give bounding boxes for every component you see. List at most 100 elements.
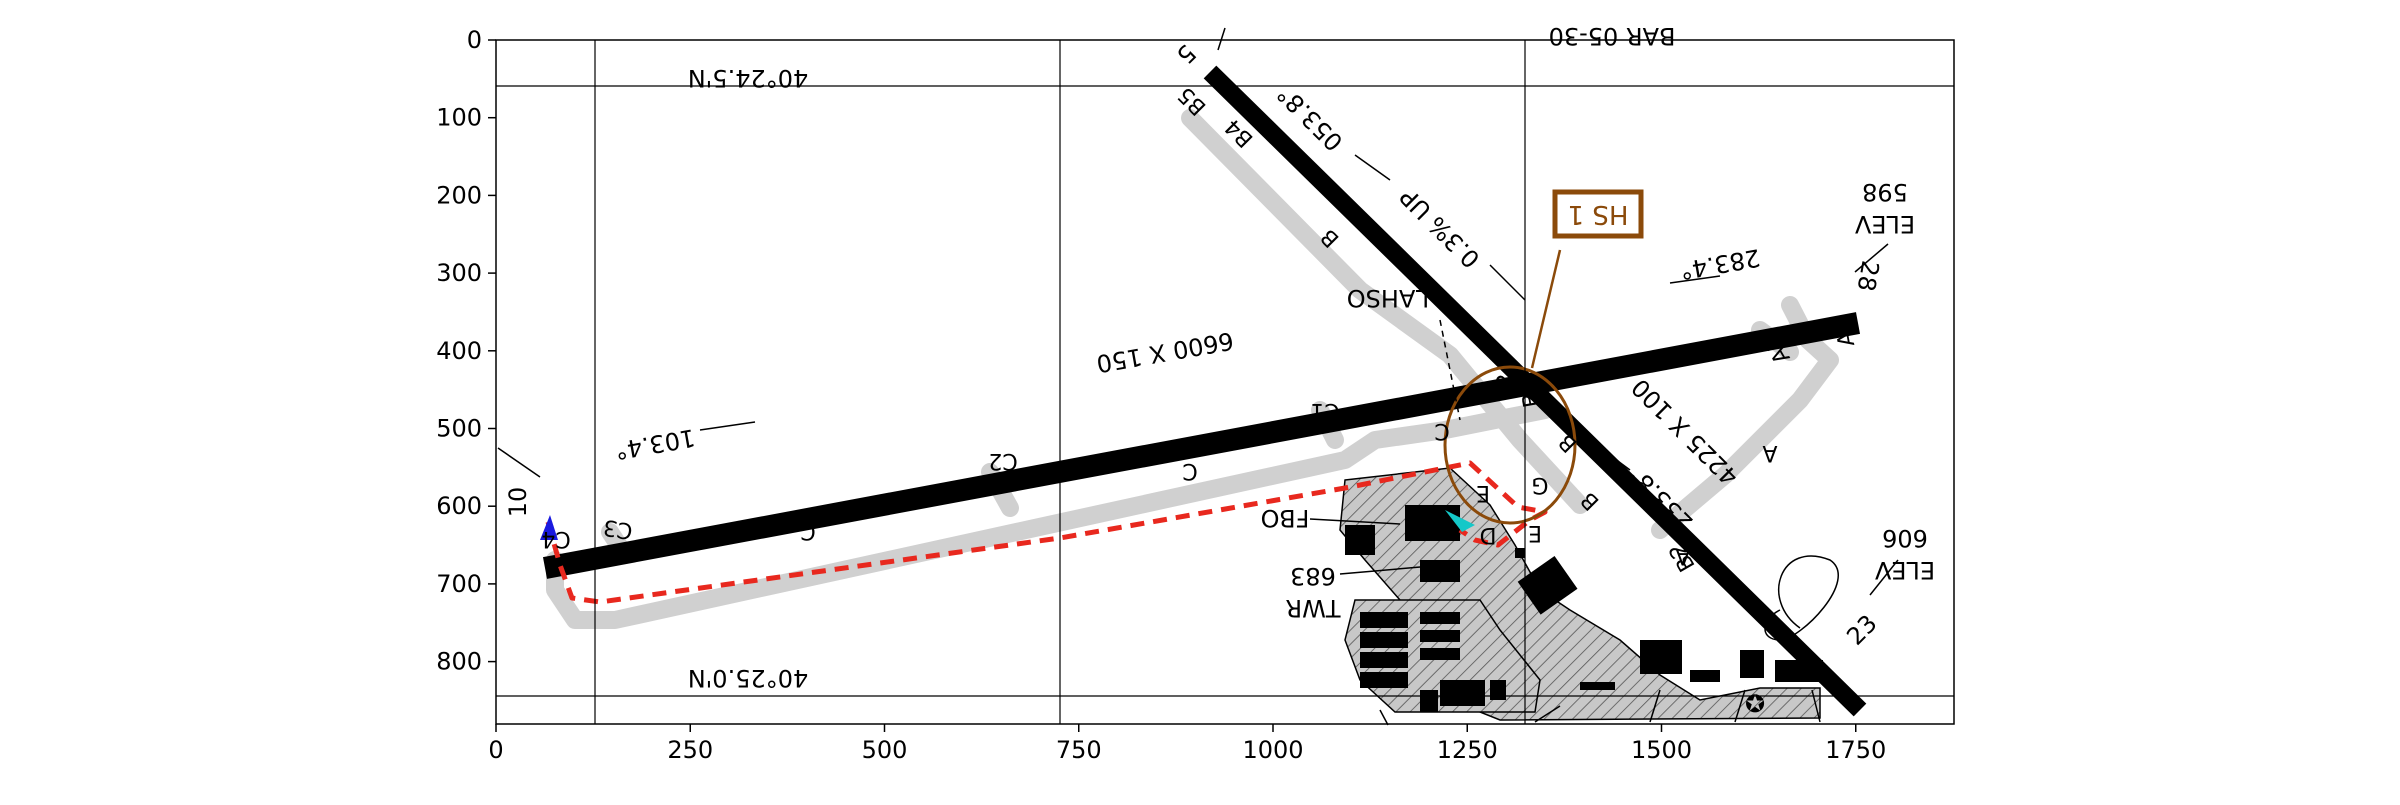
y-tick-label: 800: [436, 648, 482, 676]
leader: [1339, 563, 1456, 575]
y-tick-label: 700: [436, 570, 482, 598]
tower-word: TWR: [1285, 594, 1341, 622]
elev-lower-value: 606: [1882, 524, 1928, 552]
building: [1420, 630, 1460, 642]
leader: [1869, 559, 1899, 596]
taxiway-label: C: [1434, 418, 1449, 443]
taxiway-label: C2: [988, 448, 1017, 473]
building: [1420, 690, 1438, 712]
y-tick-label: 200: [436, 181, 482, 209]
hotspot-circle: [1443, 365, 1577, 525]
leader: [1309, 518, 1401, 525]
hotspot-leader: [1530, 249, 1562, 369]
route-end-marker: [1445, 510, 1475, 532]
building: [1440, 680, 1485, 706]
y-tick-label: 100: [436, 104, 482, 132]
taxiway-label: C3: [601, 514, 634, 544]
elev-right-word: ELEV: [1854, 210, 1915, 238]
building: [1420, 612, 1460, 624]
taxiway-label: G: [1531, 472, 1548, 497]
taxiway-label: A: [1762, 440, 1777, 465]
hotspot-box: [1552, 189, 1644, 239]
x-tick-label: 1250: [1437, 736, 1498, 764]
tower-value: 683: [1290, 562, 1336, 590]
leader: [1854, 243, 1889, 273]
x-tick-label: 1000: [1242, 736, 1303, 764]
building: [1360, 612, 1408, 628]
x-tick-label: 250: [667, 736, 713, 764]
taxiway-c: [546, 401, 1554, 629]
leader: [1354, 154, 1391, 181]
taxiway-label: A1: [1831, 315, 1861, 348]
building: [1360, 632, 1408, 648]
latitude-top: 40°24.5'N: [688, 64, 809, 92]
route-start-marker: [540, 515, 558, 540]
leader: [1669, 275, 1721, 284]
dimension-main: 6600 X 150: [1094, 326, 1235, 378]
leader: [1602, 449, 1631, 471]
y-tick-label: 500: [436, 415, 482, 443]
building: [1740, 650, 1764, 678]
building: [1420, 648, 1460, 660]
top-cut-label: BAR 05-30: [1549, 22, 1676, 50]
x-tick-label: 500: [862, 736, 908, 764]
runway-5-label: 5: [1171, 39, 1202, 70]
taxiway-b: [1181, 109, 1589, 514]
runway-10-28: [542, 312, 1861, 579]
taxiway-label: C1: [1310, 398, 1339, 423]
plot-border: [495, 39, 1955, 725]
taxiway-label: B5: [1173, 82, 1211, 120]
building: [1515, 548, 1525, 558]
latitude-bottom: 40°25.0'N: [688, 664, 809, 692]
loop-symbol: [1764, 555, 1839, 641]
building: [1405, 505, 1460, 541]
runway-10-label: 10: [504, 487, 532, 518]
x-tick-label: 1750: [1825, 736, 1886, 764]
y-tick-label: 400: [436, 337, 482, 365]
building: [1690, 670, 1720, 682]
leader: [1379, 709, 1389, 726]
heading-103: 103.4°: [613, 423, 697, 465]
taxiway-label: B3: [1516, 376, 1546, 409]
taxiway-label: A: [1675, 543, 1690, 568]
runway-23-label: 23: [1841, 609, 1882, 650]
lahso-line: [1439, 319, 1461, 421]
building: [1345, 525, 1375, 555]
building: [1517, 555, 1578, 615]
map-annotations: 40°24.5'N 40°25.0'N BAR 05-30 10 28 5 23…: [504, 22, 1935, 718]
runway-5-23: [1203, 65, 1867, 717]
hotspot-label: HS 1: [1568, 199, 1629, 229]
leader: [497, 447, 541, 478]
y-tick-label: 600: [436, 492, 482, 520]
y-tick-label: 0: [467, 26, 482, 54]
leader: [699, 421, 756, 431]
x-tick-label: 1500: [1631, 736, 1692, 764]
building: [1640, 640, 1682, 674]
building: [1360, 652, 1408, 668]
hotspot: HS 1: [1443, 189, 1644, 525]
runway-28-label: 28: [1852, 259, 1885, 294]
taxiway-label: C: [1182, 458, 1197, 483]
building: [1580, 682, 1615, 690]
building: [1490, 680, 1506, 700]
chart-frame: [495, 39, 1955, 725]
taxiway-label: C4: [541, 526, 570, 551]
leader: [1217, 27, 1226, 51]
leader: [1649, 689, 1661, 723]
runways: [542, 65, 1867, 717]
elev-lower-word: ELEV: [1874, 556, 1935, 584]
y-axis: 0 100 200 300 400 500 600 700 800: [436, 26, 496, 676]
x-tick-label: 750: [1056, 736, 1102, 764]
taxiway-label: E: [1528, 520, 1542, 545]
elev-right-value: 598: [1862, 178, 1908, 206]
taxiway-label: E: [1476, 480, 1490, 505]
beacon-star: ✪: [1745, 690, 1765, 718]
x-axis: 0 250 500 750 1000 1250 1500 1750: [488, 724, 1886, 764]
y-tick-label: 300: [436, 259, 482, 287]
heading-283: 283.4°: [1678, 243, 1762, 285]
leader-lines: [497, 27, 1899, 726]
taxiway-label: C: [800, 518, 815, 543]
leader: [1811, 689, 1821, 723]
